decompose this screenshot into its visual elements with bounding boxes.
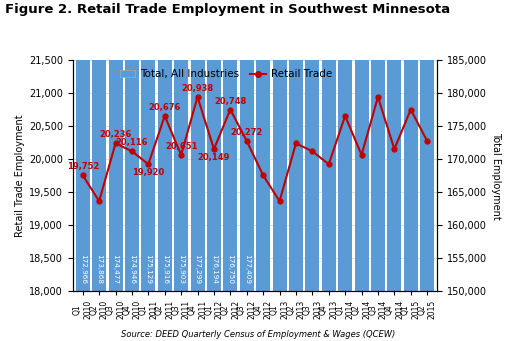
Text: 175,903: 175,903 <box>178 254 184 284</box>
Bar <box>158 0 172 341</box>
Bar <box>108 0 122 341</box>
Bar <box>223 0 237 341</box>
Bar <box>338 0 352 341</box>
Bar <box>289 0 303 341</box>
Text: 175,129: 175,129 <box>146 254 151 284</box>
Bar <box>125 0 139 341</box>
Text: 19,920: 19,920 <box>132 168 165 177</box>
Text: Figure 2. Retail Trade Employment in Southwest Minnesota: Figure 2. Retail Trade Employment in Sou… <box>5 3 450 16</box>
Text: 20,149: 20,149 <box>198 153 230 162</box>
Bar <box>207 0 221 341</box>
Text: 175,916: 175,916 <box>162 254 168 284</box>
Text: 20,676: 20,676 <box>149 103 181 112</box>
Text: 177,409: 177,409 <box>244 254 250 284</box>
Bar <box>322 0 336 341</box>
Text: 20,116: 20,116 <box>116 138 148 147</box>
Text: 20,651: 20,651 <box>165 142 198 151</box>
Text: 19,752: 19,752 <box>67 162 99 171</box>
Bar <box>240 0 254 341</box>
Bar <box>256 0 270 341</box>
Bar <box>190 0 204 341</box>
Legend: Total, All Industries, Retail Trade: Total, All Industries, Retail Trade <box>116 65 336 84</box>
Text: 20,748: 20,748 <box>214 97 247 106</box>
Text: 20,236: 20,236 <box>100 130 132 139</box>
Bar <box>92 0 106 341</box>
Text: 174,946: 174,946 <box>129 254 135 284</box>
Bar <box>76 0 90 341</box>
Text: 20,272: 20,272 <box>231 128 263 137</box>
Bar <box>371 0 385 341</box>
Y-axis label: Retail Trade Employment: Retail Trade Employment <box>15 114 25 237</box>
Bar <box>404 0 418 341</box>
Text: 173,868: 173,868 <box>96 254 102 284</box>
Bar <box>272 0 286 341</box>
Text: 176,750: 176,750 <box>228 254 233 284</box>
Text: 20,938: 20,938 <box>182 84 214 93</box>
Bar <box>354 0 368 341</box>
Bar <box>141 0 155 341</box>
Text: 177,299: 177,299 <box>195 254 201 284</box>
Bar <box>388 0 401 341</box>
Bar <box>305 0 319 341</box>
Text: 176,194: 176,194 <box>211 254 217 284</box>
Text: 174,477: 174,477 <box>112 254 119 284</box>
Text: Source: DEED Quarterly Census of Employment & Wages (QCEW): Source: DEED Quarterly Census of Employm… <box>121 330 395 339</box>
Bar <box>420 0 434 341</box>
Text: 172,966: 172,966 <box>80 254 86 284</box>
Y-axis label: Total Employment: Total Employment <box>491 132 501 219</box>
Bar <box>174 0 188 341</box>
